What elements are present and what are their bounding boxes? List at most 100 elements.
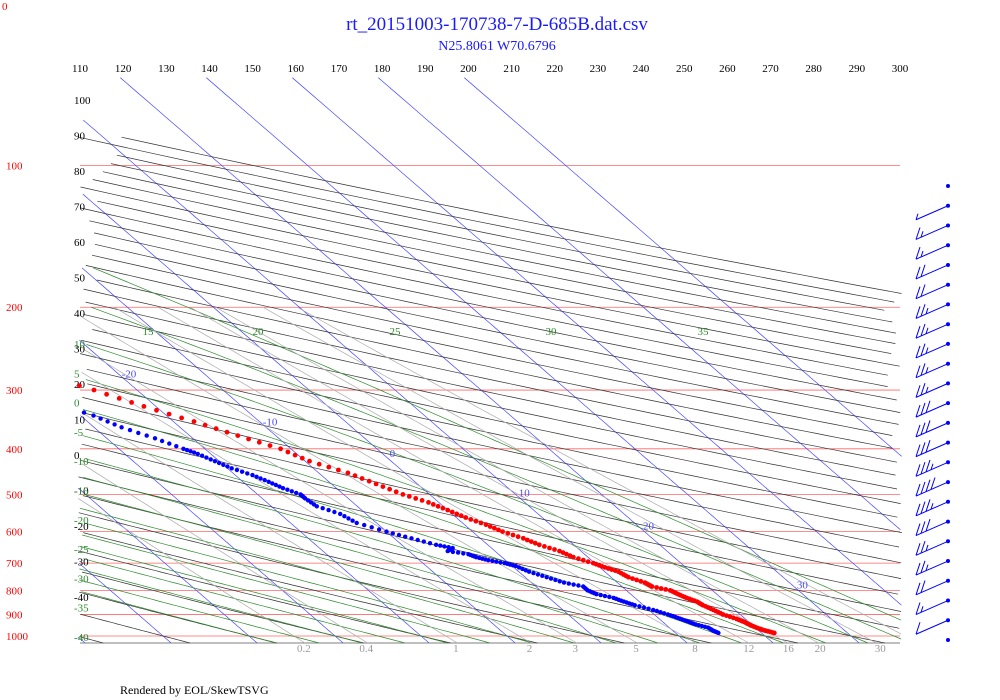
dewpoint-point xyxy=(641,605,647,610)
wind-barb-staff xyxy=(915,225,949,240)
dewpoint-point xyxy=(199,453,205,458)
temperature-point xyxy=(515,534,521,540)
mixing-ratio-line xyxy=(78,498,306,644)
wind-barb xyxy=(915,459,950,477)
temperature-point xyxy=(663,587,669,592)
wind-barb-staff xyxy=(915,481,949,497)
dewpoint-point xyxy=(442,544,447,549)
temperature-point xyxy=(307,458,312,464)
moist-adiabat-line xyxy=(85,458,700,644)
moist-adiabat-line xyxy=(93,267,901,621)
wind-barb-flag xyxy=(925,499,931,512)
wind-barb xyxy=(915,322,950,339)
isotherm-line xyxy=(78,562,172,644)
dry-adiabat-line xyxy=(78,476,799,644)
wind-barb-flag xyxy=(915,326,921,339)
dewpoint-series xyxy=(81,410,721,636)
dewpoint-point xyxy=(212,459,218,464)
top-temperature-label: 260 xyxy=(719,63,736,75)
dewpoint-point xyxy=(289,489,294,494)
temperature-point xyxy=(166,411,172,417)
wind-barb-station-dot xyxy=(946,539,950,544)
dewpoint-point xyxy=(159,438,165,444)
dry-adiabat-left-label: 0 xyxy=(74,450,80,462)
moist-adiabat-left-label: -10 xyxy=(74,456,89,468)
dewpoint-point xyxy=(427,541,433,546)
wind-barb-staff xyxy=(915,461,949,477)
pressure-label: 900 xyxy=(6,609,23,621)
dewpoint-point xyxy=(98,416,103,421)
temperature-point xyxy=(557,548,562,554)
dry-adiabat-line xyxy=(83,313,898,490)
dry-adiabat-line xyxy=(116,154,885,311)
axis-labels: 1002003004005006007008009001000-20-10010… xyxy=(6,63,909,655)
wind-barb-staff xyxy=(915,323,949,339)
dewpoint-point xyxy=(433,542,439,547)
dewpoint-point xyxy=(270,481,275,486)
wind-barb-flag xyxy=(920,402,926,416)
wind-barb-station-dot xyxy=(946,302,950,307)
pressure-label: 500 xyxy=(6,489,23,501)
wind-barb-half-flag xyxy=(925,544,929,552)
wind-barb-station-dot xyxy=(946,499,950,504)
dewpoint-point xyxy=(127,427,133,433)
temperature-point xyxy=(419,498,425,503)
top-temperature-label: 170 xyxy=(331,63,348,75)
temperature-point xyxy=(345,470,351,476)
temperature-point xyxy=(473,518,479,524)
mixing-ratio-line xyxy=(81,372,532,644)
top-temperature-label: 120 xyxy=(115,63,132,75)
dewpoint-point xyxy=(204,455,209,460)
pressure-label: 600 xyxy=(6,527,23,539)
dewpoint-point xyxy=(342,514,347,519)
wind-barb-flag xyxy=(920,264,926,277)
wind-barb-station-dot xyxy=(946,184,950,188)
dewpoint-point xyxy=(105,419,110,424)
wind-barb-column xyxy=(915,184,950,642)
temperature-point xyxy=(336,467,341,473)
temperature-point xyxy=(104,391,109,397)
dry-adiabat-left-label: -30 xyxy=(74,557,89,569)
wind-barb-flag xyxy=(920,560,926,574)
dry-adiabat-left-label: -40 xyxy=(74,592,89,604)
wind-barb-half-flag xyxy=(925,367,929,374)
dry-adiabat-line xyxy=(96,279,893,449)
wind-barb-flag xyxy=(915,227,921,240)
wind-barb xyxy=(915,578,950,596)
wind-barb-station-dot xyxy=(946,203,950,208)
dewpoint-point xyxy=(320,506,325,511)
top-temperature-label: 280 xyxy=(805,63,822,75)
wind-barb-flag xyxy=(915,523,921,536)
dewpoint-point xyxy=(461,551,466,556)
wind-barb-flag xyxy=(920,323,926,337)
wind-barb-half-flag xyxy=(920,606,924,613)
moist-adiabat-line xyxy=(86,344,869,644)
dry-adiabat-line xyxy=(79,353,902,533)
wind-barb-flag xyxy=(915,385,921,398)
dewpoint-point xyxy=(298,492,303,497)
wind-barb-staff xyxy=(915,422,949,438)
wind-barb-flag xyxy=(915,483,921,497)
temperature-point xyxy=(463,515,469,520)
moist-adiabat-left-label: -15 xyxy=(74,486,89,498)
dewpoint-point xyxy=(403,534,408,539)
dewpoint-point xyxy=(245,471,250,476)
wind-barb xyxy=(915,243,950,260)
dewpoint-point xyxy=(602,593,608,599)
top-temperature-label: 160 xyxy=(288,63,305,75)
wind-barb-staff xyxy=(915,264,949,280)
temperature-point xyxy=(500,529,505,534)
wind-barb xyxy=(915,420,950,438)
moist-adiabat-line xyxy=(80,546,448,644)
dry-adiabat-line xyxy=(82,495,712,644)
dewpoint-point xyxy=(326,507,331,513)
mixing-ratio-label: 0.2 xyxy=(297,643,311,655)
moist-adiabat-line xyxy=(83,558,406,644)
temperature-point xyxy=(454,511,460,517)
isotherm-label: 30 xyxy=(797,579,809,591)
dewpoint-point xyxy=(195,451,200,457)
dewpoint-point xyxy=(346,516,351,521)
wind-barb-flag xyxy=(925,479,931,492)
dewpoint-point xyxy=(208,457,213,462)
wind-barb xyxy=(915,400,950,418)
